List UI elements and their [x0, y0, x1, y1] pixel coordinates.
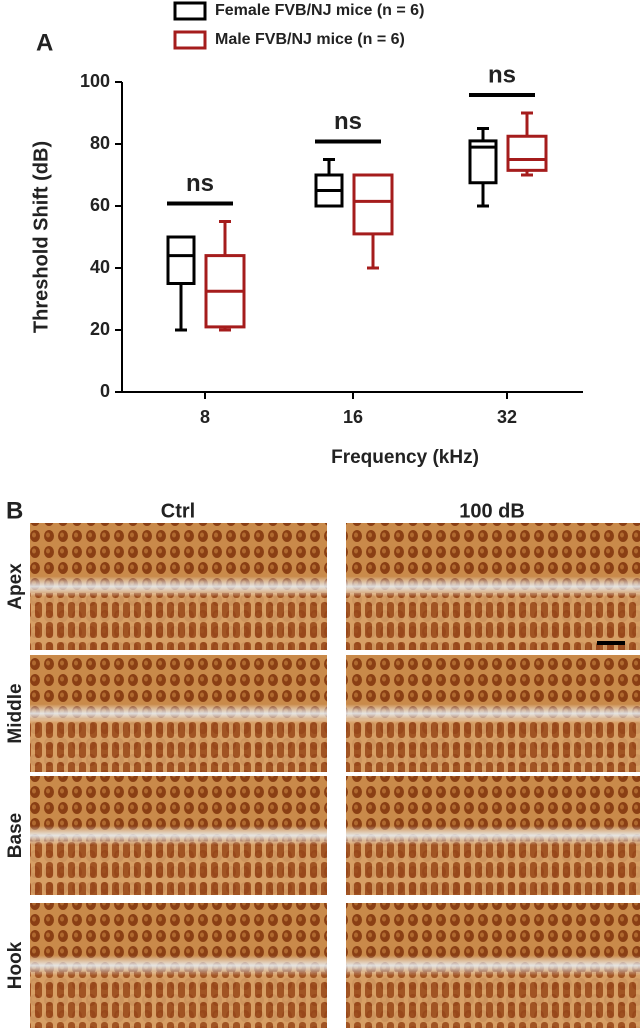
box [166, 235, 196, 285]
micrograph-row [346, 592, 640, 650]
annotation: ns [488, 61, 516, 88]
micrograph-row [30, 592, 327, 650]
y-tick-label: 20 [90, 319, 110, 339]
row-label: Base [5, 813, 26, 858]
micrograph-row [30, 841, 327, 895]
x-tick-label: 32 [497, 407, 517, 427]
micrograph-row [30, 971, 327, 1028]
x-tick-label: 8 [200, 407, 210, 427]
micrographs [30, 523, 640, 1028]
column-label: 100 dB [459, 500, 525, 522]
micrograph-band [30, 576, 327, 597]
legend-swatch [173, 30, 207, 50]
row-label: Apex [5, 563, 26, 610]
legend-swatch [173, 1, 207, 21]
micrograph-row [346, 719, 640, 772]
panel-label: A [36, 29, 53, 56]
micrograph-band [346, 955, 640, 976]
micrograph-row [346, 841, 640, 895]
y-tick-label: 40 [90, 257, 110, 277]
row-label: Hook [5, 941, 26, 989]
micrograph-band [30, 825, 327, 846]
micrograph-band [346, 704, 640, 723]
column-label: Ctrl [161, 500, 195, 522]
micrograph-band [346, 576, 640, 597]
legend-label: Female FVB/NJ mice (n = 6) [215, 2, 424, 19]
y-tick-label: 0 [100, 381, 110, 401]
panel-label: B [6, 497, 23, 524]
micrograph-band [346, 825, 640, 846]
row-label: Middle [5, 683, 26, 743]
annotation: ns [186, 170, 214, 197]
box [352, 173, 394, 236]
x-tick-label: 16 [343, 407, 363, 427]
legend-label: Male FVB/NJ mice (n = 6) [215, 31, 405, 48]
x-axis-label: Frequency (kHz) [331, 447, 479, 468]
box [506, 134, 548, 172]
micrograph-band [30, 955, 327, 976]
y-tick-label: 60 [90, 195, 110, 215]
y-axis-label: Threshold Shift (dB) [30, 141, 52, 333]
micrograph-band [30, 704, 327, 723]
y-tick-label: 100 [80, 71, 110, 91]
y-tick-label: 80 [90, 133, 110, 153]
micrograph-row [346, 971, 640, 1028]
micrograph-row [30, 719, 327, 772]
annotation: ns [334, 108, 362, 135]
